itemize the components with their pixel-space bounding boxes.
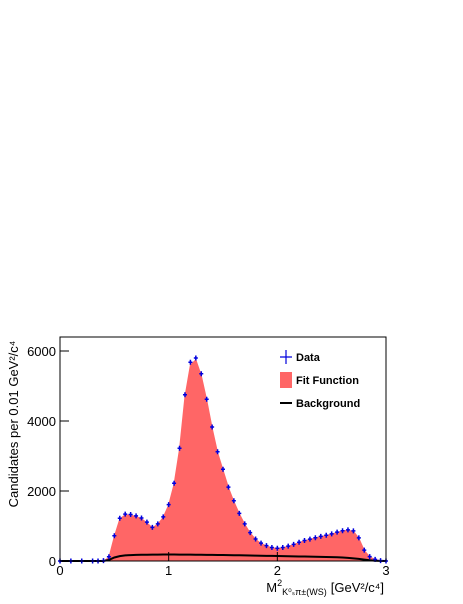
legend-swatch (280, 350, 292, 364)
x-label-unit: [GeV²/c⁴] (331, 580, 384, 595)
data-point (367, 554, 372, 560)
data-point (340, 528, 345, 534)
x-label-main: M (266, 580, 277, 595)
data-point (144, 519, 149, 525)
data-point (286, 543, 291, 549)
data-point (302, 538, 307, 544)
data-point (307, 536, 312, 542)
background-line (60, 553, 387, 562)
data-point (150, 524, 155, 530)
data-point (128, 511, 133, 517)
y-tick-label: 6000 (27, 344, 56, 359)
data-point (313, 535, 318, 541)
data-point (280, 545, 285, 551)
data-point (139, 515, 144, 521)
data-point (123, 511, 128, 517)
data-point (210, 424, 215, 430)
x-tick-label: 0 (56, 563, 63, 578)
x-label-sub: K⁰ₛπ±(WS) (282, 587, 327, 597)
data-point (362, 547, 367, 553)
data-point (226, 484, 231, 490)
data-point (177, 445, 182, 451)
legend-label: Background (296, 398, 360, 410)
data-point (161, 514, 166, 520)
data-point (275, 545, 280, 551)
data-point (155, 521, 160, 527)
data-point (345, 527, 350, 533)
data-point (297, 539, 302, 545)
data-point (248, 530, 253, 536)
data-point (215, 449, 220, 455)
data-point (237, 510, 242, 516)
legend-label: Fit Function (296, 375, 359, 387)
data-point (106, 554, 111, 560)
y-tick-label: 2000 (27, 484, 56, 499)
data-point (318, 533, 323, 539)
data-point (231, 498, 236, 504)
data-point (259, 540, 264, 546)
data-point (356, 535, 361, 541)
data-point (253, 536, 258, 542)
data-point (134, 513, 139, 519)
data-point (351, 528, 356, 534)
data-point (172, 480, 177, 486)
legend-swatch (280, 372, 292, 388)
data-point (193, 355, 198, 361)
data-point (242, 521, 247, 527)
data-point (166, 502, 171, 508)
x-tick-label: 2 (274, 563, 281, 578)
data-point (291, 541, 296, 547)
data-point (112, 533, 117, 539)
x-axis-label: M2K⁰ₛπ±(WS) [GeV²/c⁴] (266, 578, 384, 597)
y-axis-label: Candidates per 0.01 GeV²/c⁴ (6, 341, 21, 508)
x-label-sup: 2 (277, 578, 282, 588)
data-point (199, 371, 204, 377)
y-tick-label: 4000 (27, 414, 56, 429)
data-point (117, 515, 122, 521)
plot-frame (59, 336, 387, 562)
data-point (335, 529, 340, 535)
data-point (182, 392, 187, 398)
data-point (204, 396, 209, 402)
x-tick-label: 3 (382, 563, 389, 578)
data-point (329, 531, 334, 537)
data-point (269, 545, 274, 551)
data-point (221, 466, 225, 472)
x-tick-label: 1 (165, 563, 172, 578)
y-tick-label: 0 (49, 554, 56, 569)
legend-label: Data (296, 352, 321, 364)
data-point (324, 532, 329, 538)
data-point (188, 359, 193, 365)
data-point (264, 543, 269, 549)
